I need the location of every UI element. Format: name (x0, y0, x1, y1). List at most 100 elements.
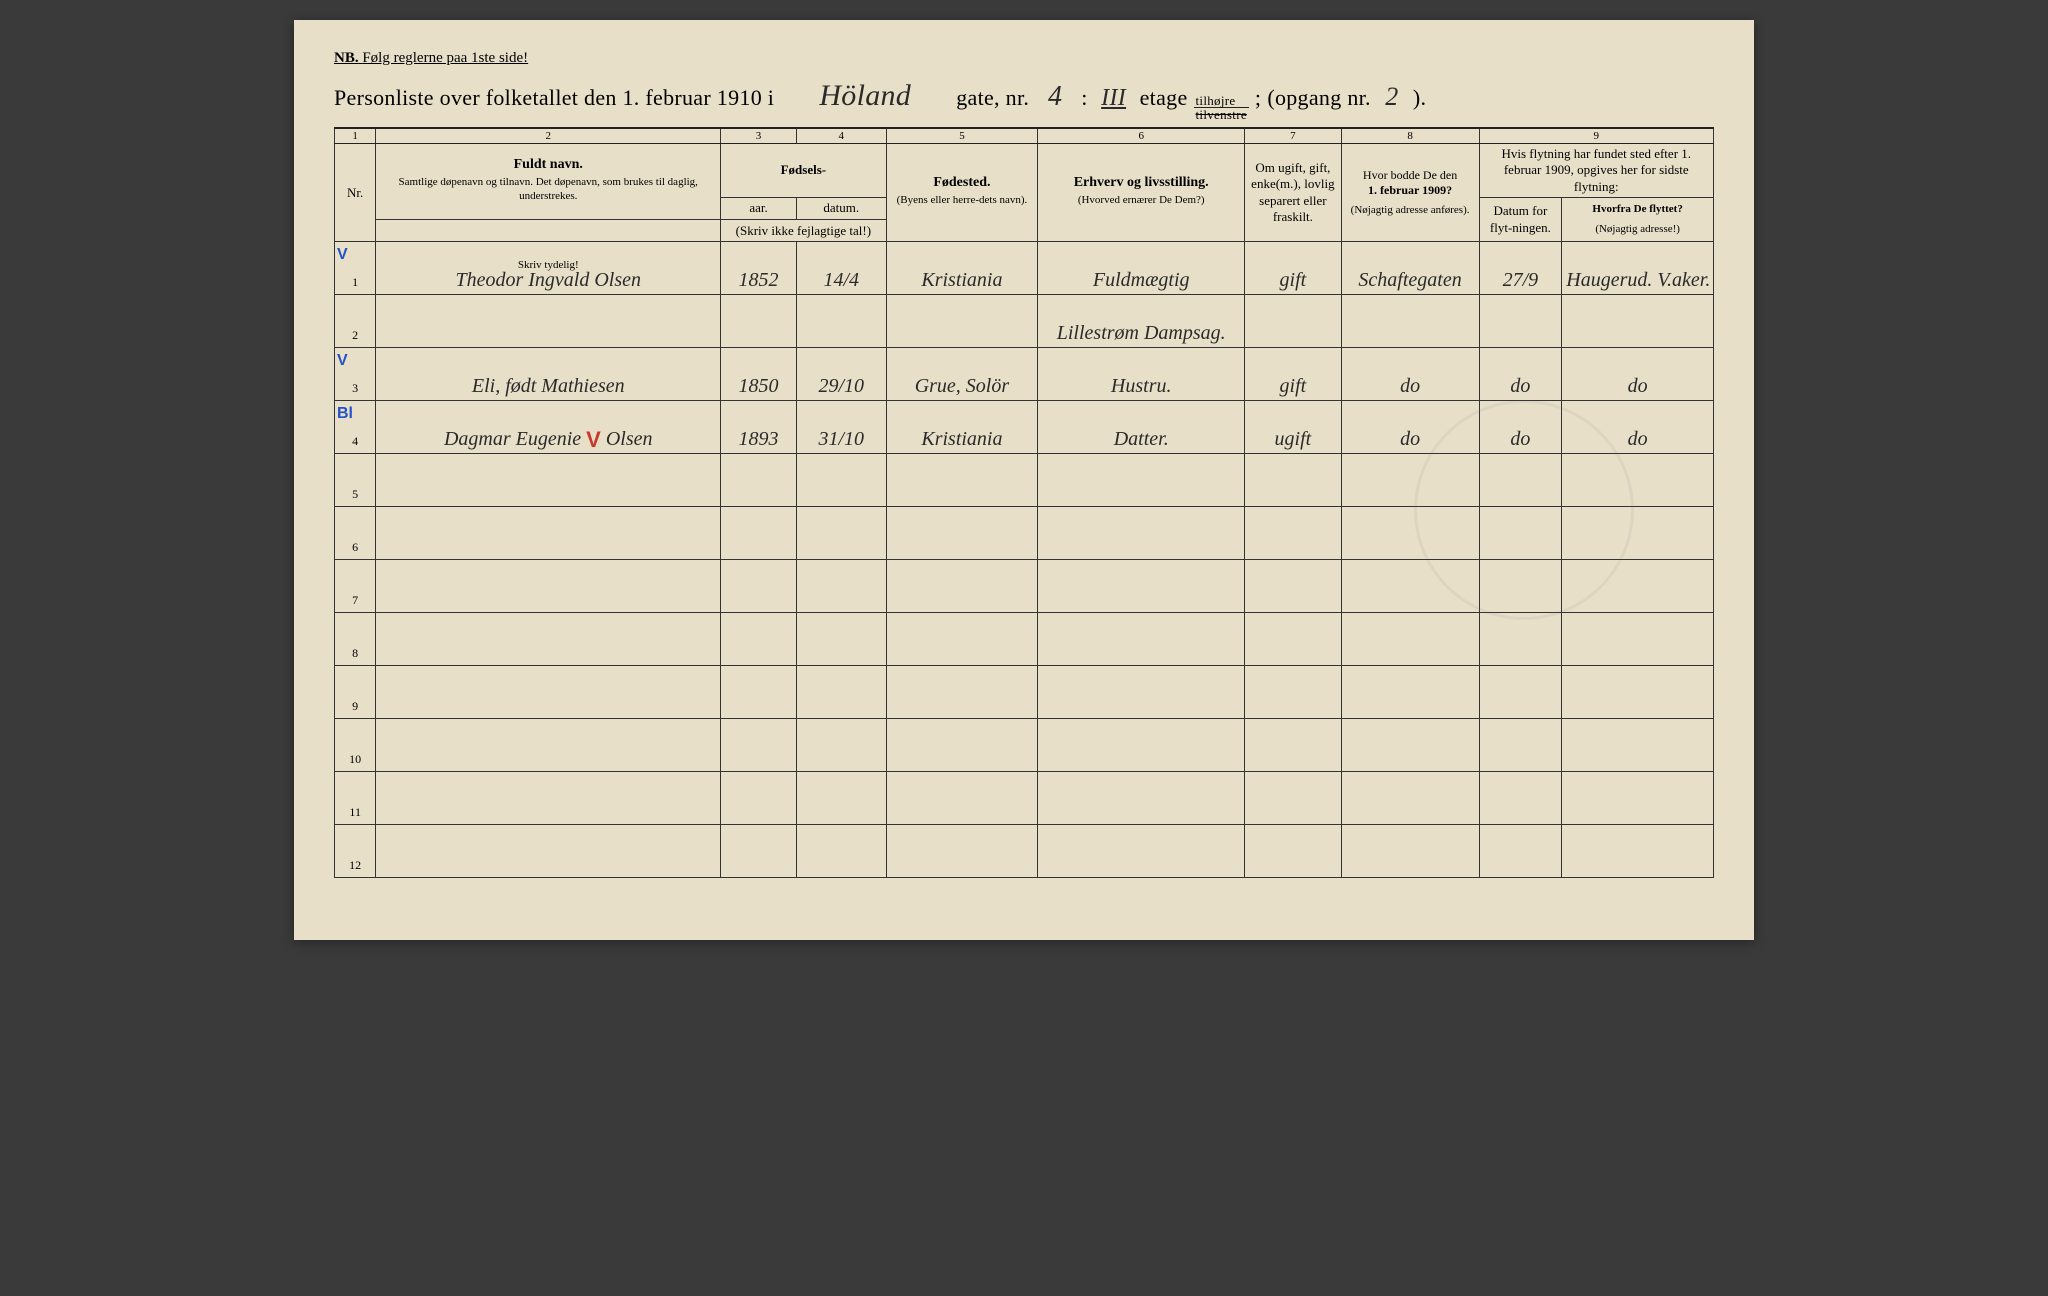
cell-status (1245, 825, 1342, 878)
table-row: V1Skriv tydelig!Theodor Ingvald Olsen185… (335, 242, 1714, 295)
cell-datum (796, 825, 886, 878)
cell-nr: 11 (335, 772, 376, 825)
cell-aar (721, 772, 797, 825)
cell-flytdatum: do (1479, 348, 1562, 401)
cell-status (1245, 454, 1342, 507)
cell-datum (796, 454, 886, 507)
title-line: Personliste over folketallet den 1. febr… (334, 79, 1714, 121)
cell-flytdatum (1479, 772, 1562, 825)
cell-hvorfra (1562, 772, 1714, 825)
cell-flytdatum (1479, 719, 1562, 772)
table-row: 8 (335, 613, 1714, 666)
cell-aar: 1850 (721, 348, 797, 401)
cell-navn (376, 454, 721, 507)
colnum-9: 9 (1479, 128, 1713, 144)
nb-line: NB. Følg reglerne paa 1ste side! (334, 50, 1714, 67)
table-row: 10 (335, 719, 1714, 772)
cell-bodde (1341, 454, 1479, 507)
cell-datum (796, 666, 886, 719)
cell-navn (376, 295, 721, 348)
cell-erhverv (1038, 454, 1245, 507)
cell-bodde (1341, 719, 1479, 772)
side-bot: tilvenstre (1194, 108, 1249, 121)
cell-bodde: do (1341, 348, 1479, 401)
side-fraction: tilhøjre tilvenstre (1194, 94, 1249, 121)
cell-datum (796, 613, 886, 666)
cell-erhverv: Datter. (1038, 401, 1245, 454)
census-form-page: NB. Følg reglerne paa 1ste side! Personl… (294, 20, 1754, 940)
cell-bodde: Schaftegaten (1341, 242, 1479, 295)
cell-fodested (886, 719, 1038, 772)
cell-navn: Skriv tydelig!Theodor Ingvald Olsen (376, 242, 721, 295)
census-table: 1 2 3 4 5 6 7 8 9 Nr. Fuldt navn. Samtli… (334, 127, 1714, 878)
cell-hvorfra (1562, 613, 1714, 666)
cell-datum (796, 295, 886, 348)
cell-nr: 5 (335, 454, 376, 507)
cell-bodde (1341, 613, 1479, 666)
cell-hvorfra: do (1562, 348, 1714, 401)
cell-flytdatum: do (1479, 401, 1562, 454)
table-header: 1 2 3 4 5 6 7 8 9 Nr. Fuldt navn. Samtli… (335, 128, 1714, 242)
cell-fodested (886, 560, 1038, 613)
side-top: tilhøjre (1194, 94, 1249, 108)
cell-bodde: do (1341, 401, 1479, 454)
cell-fodested: Grue, Solör (886, 348, 1038, 401)
hdr-datum-flyt: Datum for flyt-ningen. (1479, 197, 1562, 242)
hdr-hvorfra: Hvorfra De flyttet? (Nøjagtig adresse!) (1562, 197, 1714, 242)
cell-navn (376, 719, 721, 772)
cell-aar (721, 666, 797, 719)
cell-erhverv (1038, 825, 1245, 878)
cell-erhverv (1038, 560, 1245, 613)
cell-datum (796, 507, 886, 560)
cell-fodested: Kristiania (886, 242, 1038, 295)
cell-fodested: Kristiania (886, 401, 1038, 454)
cell-status (1245, 666, 1342, 719)
cell-erhverv (1038, 719, 1245, 772)
table-body: V1Skriv tydelig!Theodor Ingvald Olsen185… (335, 242, 1714, 878)
table-row: 2Lillestrøm Dampsag. (335, 295, 1714, 348)
nb-text: Følg reglerne paa 1ste side! (362, 50, 528, 66)
cell-flytdatum (1479, 295, 1562, 348)
cell-bodde (1341, 666, 1479, 719)
table-row: 12 (335, 825, 1714, 878)
cell-status (1245, 295, 1342, 348)
hdr-fuldt-navn: Fuldt navn. Samtlige døpenavn og tilnavn… (376, 144, 721, 220)
cell-nr: 10 (335, 719, 376, 772)
colnum-1: 1 (335, 128, 376, 144)
cell-bodde (1341, 825, 1479, 878)
cell-fodested (886, 507, 1038, 560)
hdr-flytning: Hvis flytning har fundet sted efter 1. f… (1479, 144, 1713, 198)
cell-navn (376, 825, 721, 878)
nb-label: NB. (334, 50, 359, 66)
cell-navn (376, 560, 721, 613)
cell-aar (721, 825, 797, 878)
cell-flytdatum (1479, 454, 1562, 507)
cell-status: ugift (1245, 401, 1342, 454)
cell-navn: Eli, født Mathiesen (376, 348, 721, 401)
cell-erhverv (1038, 507, 1245, 560)
cell-navn (376, 666, 721, 719)
cell-bodde (1341, 560, 1479, 613)
cell-navn (376, 613, 721, 666)
cell-datum: 14/4 (796, 242, 886, 295)
hdr-datum: datum. (796, 197, 886, 219)
opgang-close: ). (1413, 85, 1426, 111)
cell-aar (721, 454, 797, 507)
cell-nr: 9 (335, 666, 376, 719)
opgang-label: (opgang nr. (1267, 85, 1371, 111)
cell-flytdatum (1479, 825, 1562, 878)
cell-status: gift (1245, 348, 1342, 401)
hdr-erhverv: Erhverv og livsstilling. (Hvorved ernære… (1038, 144, 1245, 242)
colnum-3: 3 (721, 128, 797, 144)
cell-erhverv: Hustru. (1038, 348, 1245, 401)
cell-navn (376, 507, 721, 560)
cell-bodde (1341, 295, 1479, 348)
cell-nr: 12 (335, 825, 376, 878)
cell-fodested (886, 666, 1038, 719)
cell-hvorfra: do (1562, 401, 1714, 454)
cell-hvorfra: Haugerud. V.aker. (1562, 242, 1714, 295)
cell-flytdatum (1479, 666, 1562, 719)
cell-nr: Bl4 (335, 401, 376, 454)
cell-hvorfra (1562, 560, 1714, 613)
table-row: 6 (335, 507, 1714, 560)
